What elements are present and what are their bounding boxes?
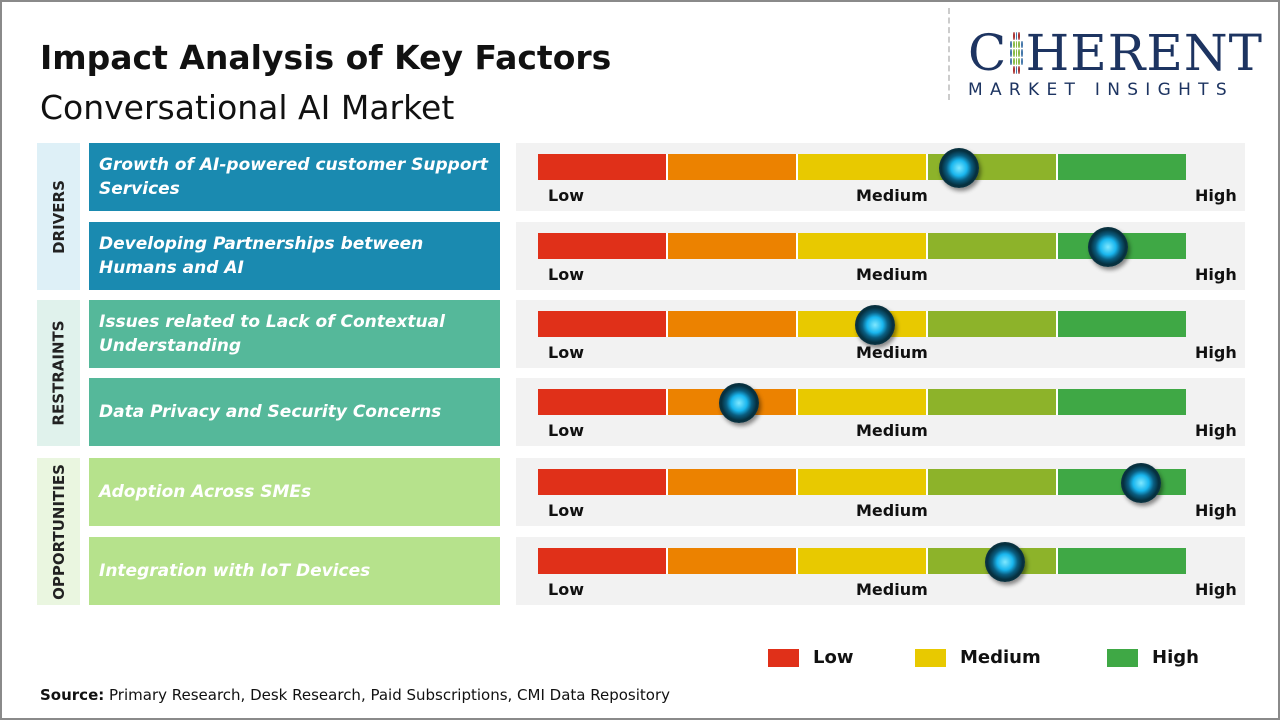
scale-segment: [1058, 311, 1186, 337]
medium-label: Medium: [856, 501, 928, 520]
legend-swatch: [915, 648, 946, 667]
impact-gauge: Low Medium High: [516, 222, 1245, 290]
impact-marker: [939, 148, 980, 188]
low-label: Low: [548, 265, 584, 284]
medium-label: Medium: [856, 421, 928, 440]
legend-item: High: [1107, 647, 1199, 668]
scale-segment: [538, 311, 668, 337]
high-label: High: [1195, 343, 1237, 362]
scale-segment: [668, 154, 798, 180]
scale-bar: [538, 548, 1186, 574]
page-subtitle: Conversational AI Market: [40, 88, 455, 127]
logo-main: C HERENT: [968, 24, 1263, 82]
scale-segment: [668, 548, 798, 574]
high-label: High: [1195, 580, 1237, 599]
low-label: Low: [548, 343, 584, 362]
medium-label: Medium: [856, 580, 928, 599]
high-label: High: [1195, 501, 1237, 520]
legend-item: Medium: [915, 647, 1041, 668]
legend-item: Low: [768, 647, 853, 668]
scale-segment: [928, 311, 1058, 337]
medium-label: Medium: [856, 186, 928, 205]
scale-segment: [538, 548, 668, 574]
scale-segment: [1058, 548, 1186, 574]
scale-bar: [538, 233, 1186, 259]
scale-segment: [798, 548, 928, 574]
medium-label: Medium: [856, 265, 928, 284]
impact-gauge: Low Medium High: [516, 378, 1245, 446]
factor-label: Growth of AI-powered customer Support Se…: [89, 143, 500, 211]
low-label: Low: [548, 186, 584, 205]
scale-segment: [1058, 389, 1186, 415]
scale-segment: [1058, 154, 1186, 180]
medium-label: Medium: [856, 343, 928, 362]
scale-segment: [538, 389, 668, 415]
category-label: RESTRAINTS: [37, 300, 80, 446]
category-label: OPPORTUNITIES: [37, 458, 80, 605]
impact-gauge: Low Medium High: [516, 143, 1245, 211]
scale-segment: [668, 469, 798, 495]
impact-gauge: Low Medium High: [516, 300, 1245, 368]
impact-marker: [1120, 463, 1161, 503]
impact-marker: [1088, 227, 1129, 267]
scale-segment: [798, 154, 928, 180]
source-note: Source: Primary Research, Desk Research,…: [40, 686, 671, 704]
high-label: High: [1195, 421, 1237, 440]
impact-marker: [718, 383, 759, 423]
logo: C HERENT MARKET INSIGHTS: [968, 28, 1263, 100]
low-label: Low: [548, 421, 584, 440]
impact-marker: [984, 542, 1025, 582]
legend-swatch: [768, 648, 799, 667]
scale-segment: [928, 389, 1058, 415]
scale-segment: [798, 469, 928, 495]
divider: [948, 8, 950, 100]
scale-bar: [538, 154, 1186, 180]
scale-segment: [538, 154, 668, 180]
factor-label: Developing Partnerships between Humans a…: [89, 222, 500, 290]
factor-label: Adoption Across SMEs: [89, 458, 500, 526]
impact-gauge: Low Medium High: [516, 537, 1245, 605]
factor-label: Integration with IoT Devices: [89, 537, 500, 605]
scale-segment: [928, 469, 1058, 495]
scale-bar: [538, 469, 1186, 495]
high-label: High: [1195, 186, 1237, 205]
globe-icon: [1010, 32, 1023, 74]
legend-swatch: [1107, 648, 1138, 667]
page-title: Impact Analysis of Key Factors: [40, 38, 612, 77]
scale-segment: [668, 311, 798, 337]
factor-label: Issues related to Lack of Contextual Und…: [89, 300, 500, 368]
logo-tagline: MARKET INSIGHTS: [968, 80, 1234, 100]
impact-gauge: Low Medium High: [516, 458, 1245, 526]
scale-segment: [668, 233, 798, 259]
scale-bar: [538, 389, 1186, 415]
low-label: Low: [548, 580, 584, 599]
high-label: High: [1195, 265, 1237, 284]
factor-label: Data Privacy and Security Concerns: [89, 378, 500, 446]
low-label: Low: [548, 501, 584, 520]
category-label: DRIVERS: [37, 143, 80, 290]
impact-marker: [854, 305, 895, 345]
scale-segment: [798, 389, 928, 415]
scale-segment: [538, 233, 668, 259]
scale-segment: [538, 469, 668, 495]
scale-segment: [928, 233, 1058, 259]
scale-segment: [798, 233, 928, 259]
